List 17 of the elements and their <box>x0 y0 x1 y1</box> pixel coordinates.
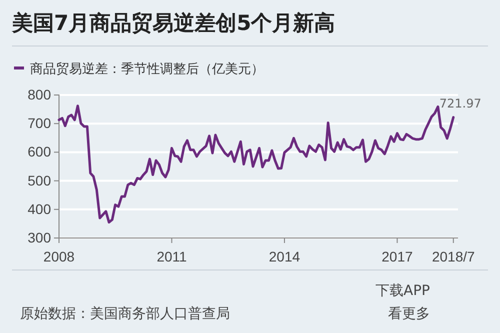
y-tick-label: 300 <box>28 229 52 246</box>
x-tick-label: 2014 <box>268 248 300 264</box>
x-tick-label: 2018/7 <box>432 248 475 264</box>
text: 看更多 <box>388 306 430 322</box>
y-tick-label: 600 <box>28 144 52 160</box>
legend-label: 商品贸易逆差：季节性调整后（亿美元） <box>30 61 264 77</box>
y-tick-label: 700 <box>28 115 52 132</box>
y-tick-label: 500 <box>28 172 52 188</box>
y-tick-label: 800 <box>28 86 52 102</box>
y-tick-label: 400 <box>28 200 52 217</box>
text: 原始数据：美国商务部人口普查局 <box>20 305 230 322</box>
x-tick-label: 2008 <box>43 248 75 264</box>
text: 下载APP <box>376 283 430 299</box>
chart-title: 美国7月商品贸易逆差创5个月新高 <box>11 11 336 35</box>
annotation: 721.97 <box>439 96 482 110</box>
x-tick-label: 2017 <box>382 248 413 264</box>
x-tick-label: 2011 <box>156 248 187 264</box>
